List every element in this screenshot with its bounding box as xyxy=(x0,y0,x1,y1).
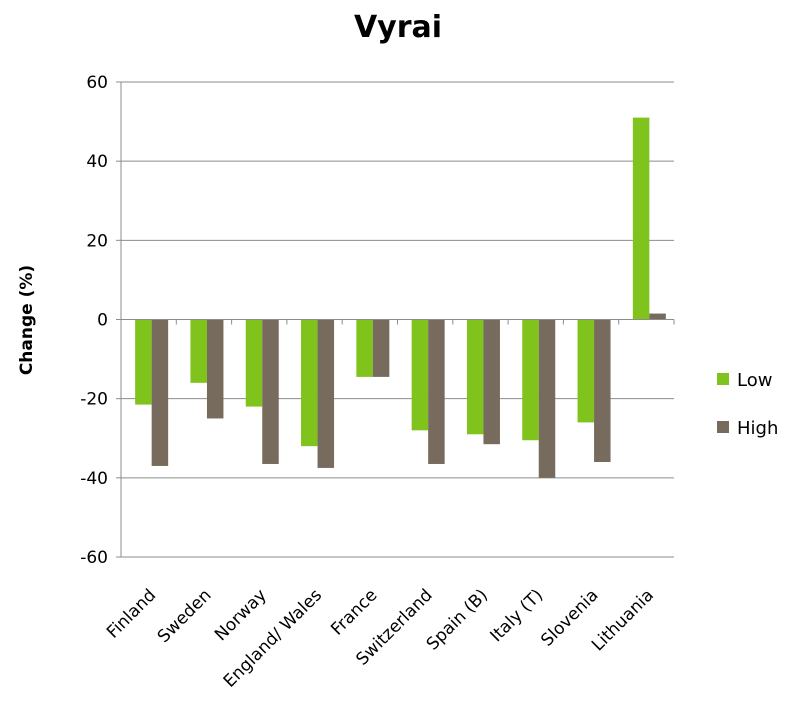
legend-label-high: High xyxy=(737,418,778,439)
legend-swatch-low xyxy=(717,373,729,385)
x-tick-label: Sweden xyxy=(154,585,216,647)
bar-low-7 xyxy=(466,319,484,435)
y-tick-label: -40 xyxy=(80,469,108,489)
x-tick-label: England/ Wales xyxy=(220,585,326,691)
bar-high-3 xyxy=(262,319,279,464)
axes xyxy=(116,81,675,558)
bar-low-1 xyxy=(135,319,152,405)
legend: Low High xyxy=(717,370,778,439)
bars xyxy=(135,117,666,478)
y-axis-label: Change (%) xyxy=(17,265,37,375)
bar-high-2 xyxy=(206,319,224,419)
bar-low-5 xyxy=(356,319,373,377)
bar-low-8 xyxy=(522,319,539,441)
bar-high-7 xyxy=(483,319,500,445)
bar-high-5 xyxy=(372,319,390,377)
chart-title: Vyrai xyxy=(354,10,442,45)
bar-low-4 xyxy=(301,319,318,447)
y-tick-label: 60 xyxy=(86,73,108,93)
legend-swatch-high xyxy=(717,421,729,433)
bar-high-10 xyxy=(649,313,666,320)
bar-high-9 xyxy=(594,319,611,462)
bar-high-8 xyxy=(538,319,556,478)
bar-low-10 xyxy=(632,117,650,320)
x-tick-label: France xyxy=(327,585,381,639)
y-tick-label: -20 xyxy=(80,390,108,410)
y-tick-label: 40 xyxy=(86,152,108,172)
bar-low-2 xyxy=(190,319,207,383)
bar-low-6 xyxy=(411,319,429,431)
y-tick-label: -60 xyxy=(80,548,108,568)
bar-low-3 xyxy=(245,319,263,407)
x-tick-label: Finland xyxy=(103,585,160,642)
legend-label-low: Low xyxy=(737,370,772,391)
bar-high-6 xyxy=(428,319,445,464)
bar-high-4 xyxy=(317,319,335,468)
y-tick-label: 0 xyxy=(97,311,108,331)
y-tick-label: 20 xyxy=(86,231,108,251)
y-tick-labels: 60 40 20 0 -20 -40 -60 xyxy=(80,73,108,568)
x-tick-label: Spain (B) xyxy=(423,585,492,654)
bar-low-9 xyxy=(577,319,595,423)
bar-high-1 xyxy=(151,319,169,466)
